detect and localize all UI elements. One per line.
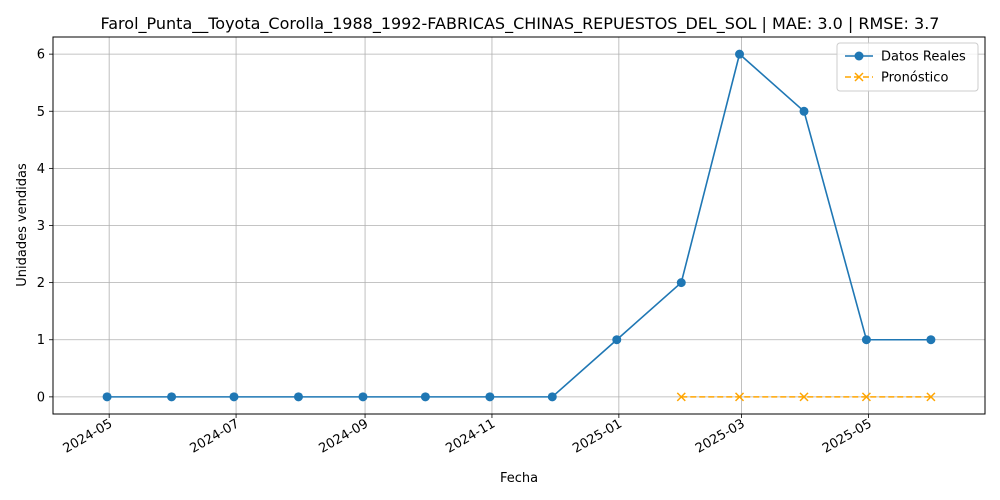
data-point <box>229 392 239 402</box>
y-axis: 0 1 2 3 4 5 6 <box>37 48 53 405</box>
x-axis-title: Fecha <box>500 471 538 486</box>
data-point <box>734 392 745 402</box>
data-point <box>547 392 557 402</box>
series-pronostico <box>676 392 936 402</box>
y-tick-label: 2 <box>37 276 45 291</box>
data-point <box>167 392 177 402</box>
data-point <box>612 335 622 345</box>
legend-marker <box>854 72 864 82</box>
legend-entry: Pronóstico <box>845 71 948 86</box>
y-tick-label: 1 <box>37 333 45 348</box>
data-point <box>676 278 686 288</box>
series-layer <box>102 49 936 402</box>
y-tick-label: 0 <box>37 390 45 405</box>
data-point <box>293 392 303 402</box>
data-point <box>676 392 686 402</box>
legend: Datos Reales Pronóstico <box>836 42 979 92</box>
data-point <box>735 49 745 59</box>
series-datos-reales <box>102 49 936 402</box>
data-point <box>799 392 809 402</box>
data-point <box>102 392 112 402</box>
data-point <box>861 392 871 402</box>
legend-label: Datos Reales <box>881 50 966 65</box>
y-axis-title: Unidades vendidas <box>15 163 30 287</box>
data-point <box>926 335 936 345</box>
y-tick-label: 4 <box>37 162 45 177</box>
legend-label: Pronóstico <box>881 71 948 86</box>
series-line <box>107 52 931 398</box>
data-point <box>485 392 495 402</box>
y-tick-label: 6 <box>37 48 45 63</box>
legend-box <box>836 42 979 92</box>
data-point <box>799 106 809 116</box>
data-point <box>358 392 368 402</box>
y-tick-label: 5 <box>37 105 45 120</box>
data-point <box>926 392 936 402</box>
chart-title: Farol_Punta__Toyota_Corolla_1988_1992-FA… <box>101 14 940 34</box>
y-tick-label: 3 <box>37 219 45 234</box>
data-point <box>420 392 430 402</box>
data-point <box>861 335 871 345</box>
legend-entry: Datos Reales <box>845 50 966 65</box>
legend-marker <box>854 51 864 61</box>
